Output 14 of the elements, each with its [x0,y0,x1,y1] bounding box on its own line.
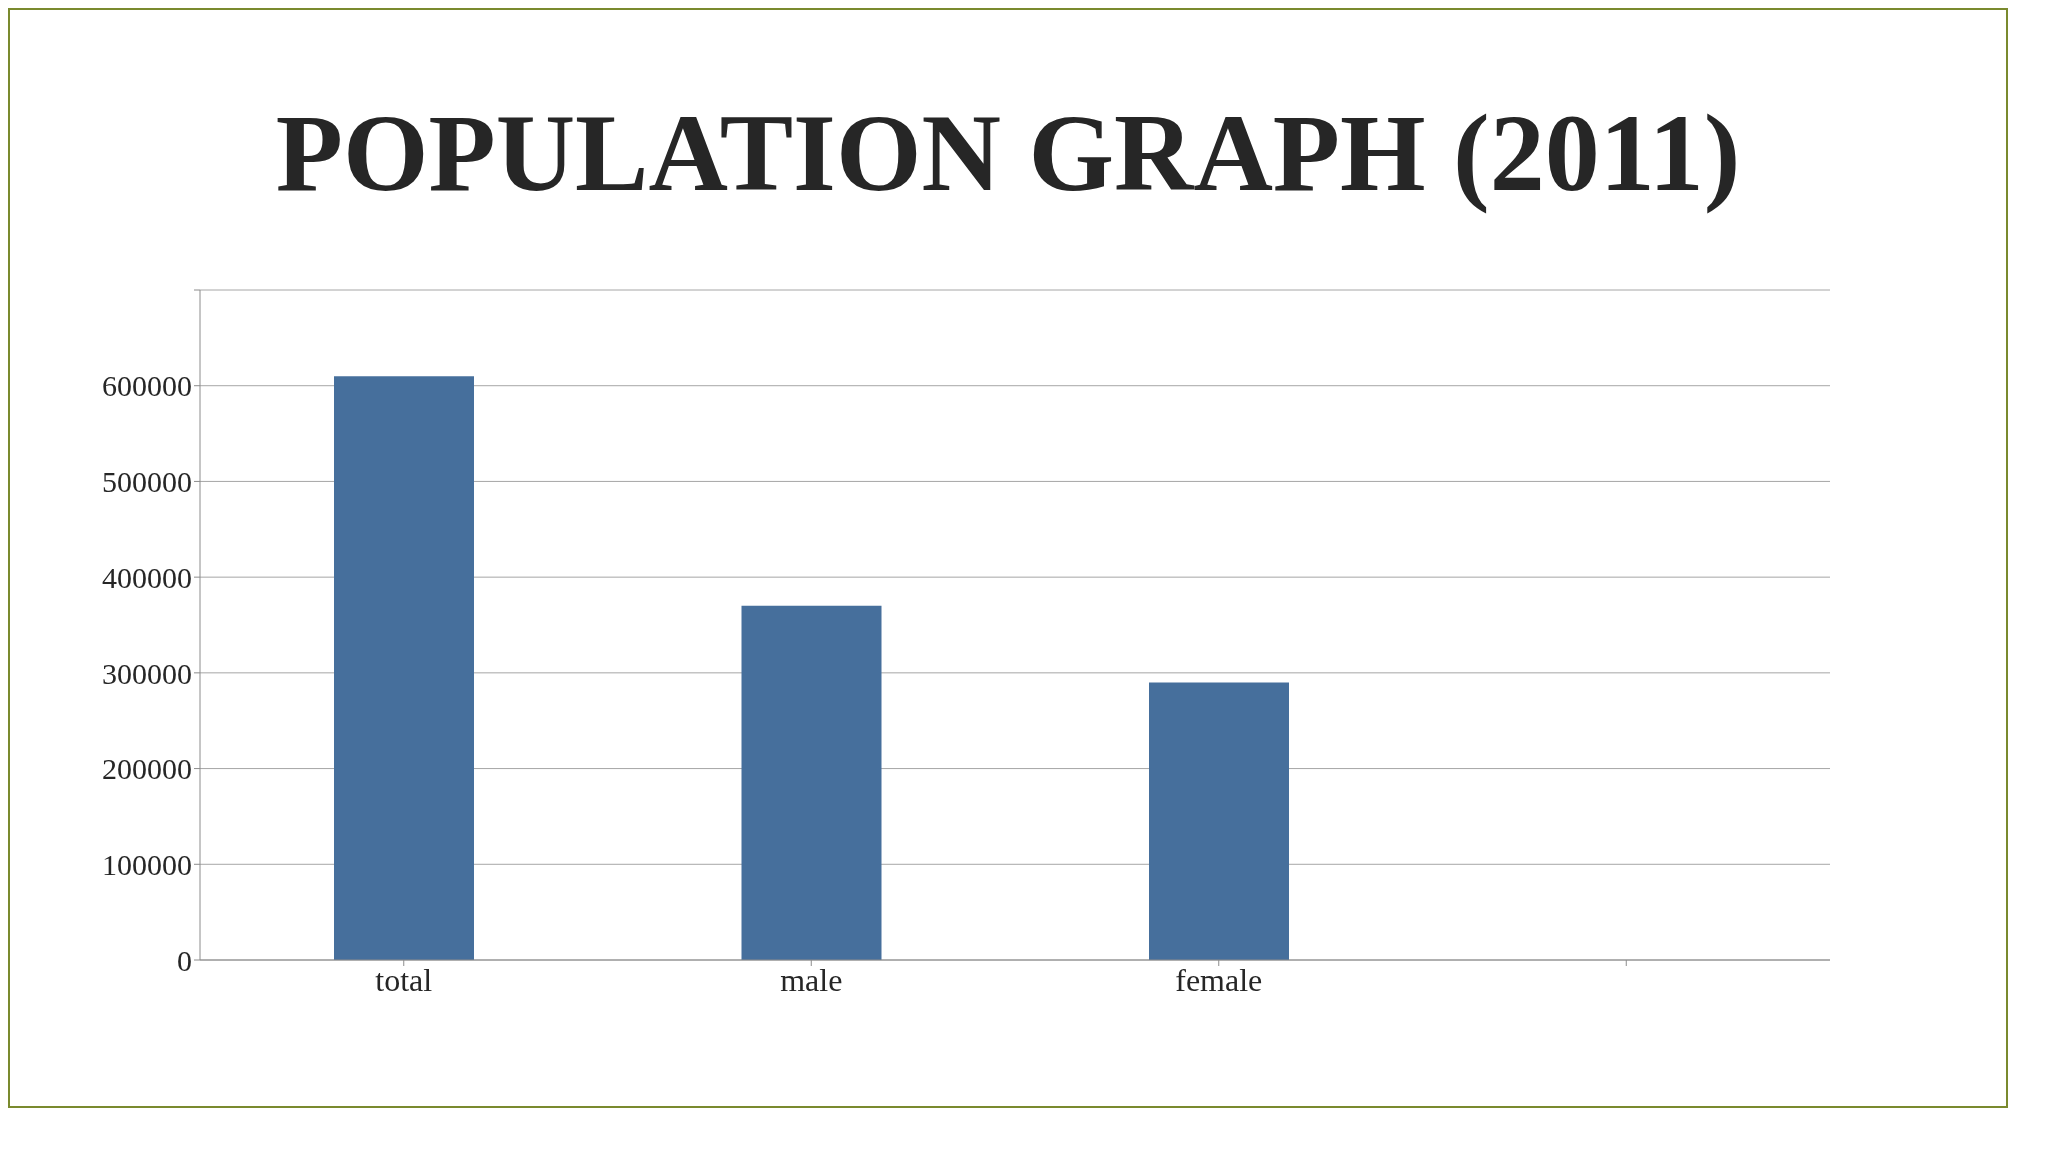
x-tick-label: male [780,961,843,998]
x-tick-label: total [375,961,433,998]
x-tick-label: female [1175,961,1263,998]
bar [741,605,882,960]
y-tick-label: 500000 [102,465,192,499]
bar [1149,682,1289,960]
y-tick-label: 300000 [102,656,192,690]
y-tick-label: 100000 [102,847,192,881]
bar [334,376,474,960]
y-tick-label: 400000 [102,560,192,594]
chart-title: POPULATION GRAPH (2011) [274,91,1742,216]
y-tick-label: 600000 [102,369,192,403]
y-tick-label: 200000 [102,752,192,786]
y-tick-label: 0 [177,943,192,977]
